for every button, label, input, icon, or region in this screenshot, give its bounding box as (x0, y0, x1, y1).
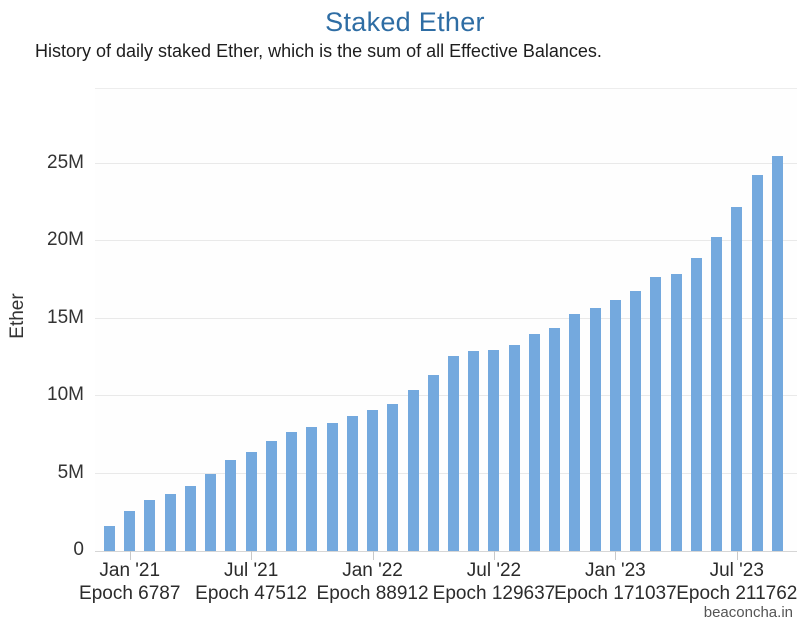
bar[interactable] (630, 290, 642, 551)
x-tick-label: Jan '22 Epoch 88912 (317, 559, 429, 605)
plot-area (95, 88, 797, 552)
bar[interactable] (326, 422, 338, 551)
gridline (95, 472, 797, 474)
bar[interactable] (367, 410, 379, 551)
bar[interactable] (346, 416, 358, 551)
bar[interactable] (306, 427, 318, 551)
chart-subtitle: History of daily staked Ether, which is … (35, 41, 602, 61)
x-tick-label: Jul '23 Epoch 211762 (676, 559, 797, 605)
x-tick-epoch: Epoch 171037 (554, 583, 677, 604)
x-tick-mark (615, 551, 617, 560)
y-tick-label: 0 (73, 539, 84, 560)
gridline (95, 163, 797, 164)
bar[interactable] (488, 349, 500, 551)
x-tick-label: Jan '23 Epoch 171037 (554, 559, 677, 605)
bar[interactable] (528, 334, 540, 551)
y-tick-label: 25M (47, 152, 84, 173)
bar[interactable] (387, 403, 399, 551)
bar[interactable] (286, 431, 298, 551)
gridline (95, 240, 797, 242)
x-tick-month: Jan '22 (342, 560, 403, 581)
x-tick-mark (372, 551, 374, 560)
x-tick-epoch: Epoch 6787 (79, 583, 181, 604)
bar[interactable] (751, 174, 763, 551)
bar[interactable] (731, 207, 743, 551)
bar[interactable] (670, 273, 682, 551)
x-tick-month: Jul '23 (709, 560, 764, 581)
bar[interactable] (104, 526, 115, 551)
x-tick-label: Jul '21 Epoch 47512 (195, 559, 307, 605)
bar[interactable] (124, 510, 136, 551)
y-tick-label: 5M (57, 461, 84, 483)
y-tick-label: 15M (47, 306, 84, 328)
x-tick-month: Jul '21 (223, 560, 279, 581)
bar[interactable] (245, 451, 257, 551)
x-tick-mark (736, 551, 738, 560)
bar[interactable] (549, 328, 561, 551)
x-tick-month: Jan '21 (99, 560, 161, 581)
bar[interactable] (650, 277, 662, 551)
x-tick-label: Jul '22 Epoch 129637 (433, 559, 556, 605)
bar[interactable] (184, 485, 196, 551)
x-tick-mark (129, 551, 131, 560)
bar[interactable] (164, 493, 176, 551)
bar[interactable] (447, 355, 459, 551)
bar[interactable] (144, 499, 156, 551)
gridline (95, 395, 797, 397)
bar[interactable] (205, 473, 217, 551)
bar[interactable] (569, 314, 581, 551)
y-tick-label: 20M (47, 229, 84, 251)
bar[interactable] (589, 307, 601, 551)
chart-title: Staked Ether (325, 7, 485, 37)
x-tick-mark (251, 551, 253, 560)
bar[interactable] (468, 351, 480, 551)
x-tick-epoch: Epoch 47512 (195, 583, 308, 604)
bar[interactable] (771, 156, 783, 551)
bar[interactable] (690, 258, 702, 551)
x-tick-label: Jan '21 Epoch 6787 (79, 559, 180, 605)
bar[interactable] (508, 345, 520, 551)
x-tick-month: Jan '23 (585, 560, 646, 581)
bar[interactable] (711, 236, 723, 551)
gridline (95, 317, 797, 319)
watermark-link[interactable]: beaconcha.in (703, 604, 793, 621)
bar[interactable] (427, 374, 439, 551)
bar[interactable] (225, 459, 237, 551)
x-tick-mark (493, 551, 495, 560)
bar[interactable] (407, 390, 419, 551)
x-tick-month: Jul '22 (466, 560, 522, 581)
bar[interactable] (609, 300, 621, 551)
x-tick-epoch: Epoch 88912 (316, 583, 429, 604)
x-tick-epoch: Epoch 129637 (432, 583, 556, 604)
bar[interactable] (265, 441, 277, 551)
y-tick-label: 10M (47, 384, 84, 406)
x-tick-epoch: Epoch 211762 (676, 583, 798, 604)
